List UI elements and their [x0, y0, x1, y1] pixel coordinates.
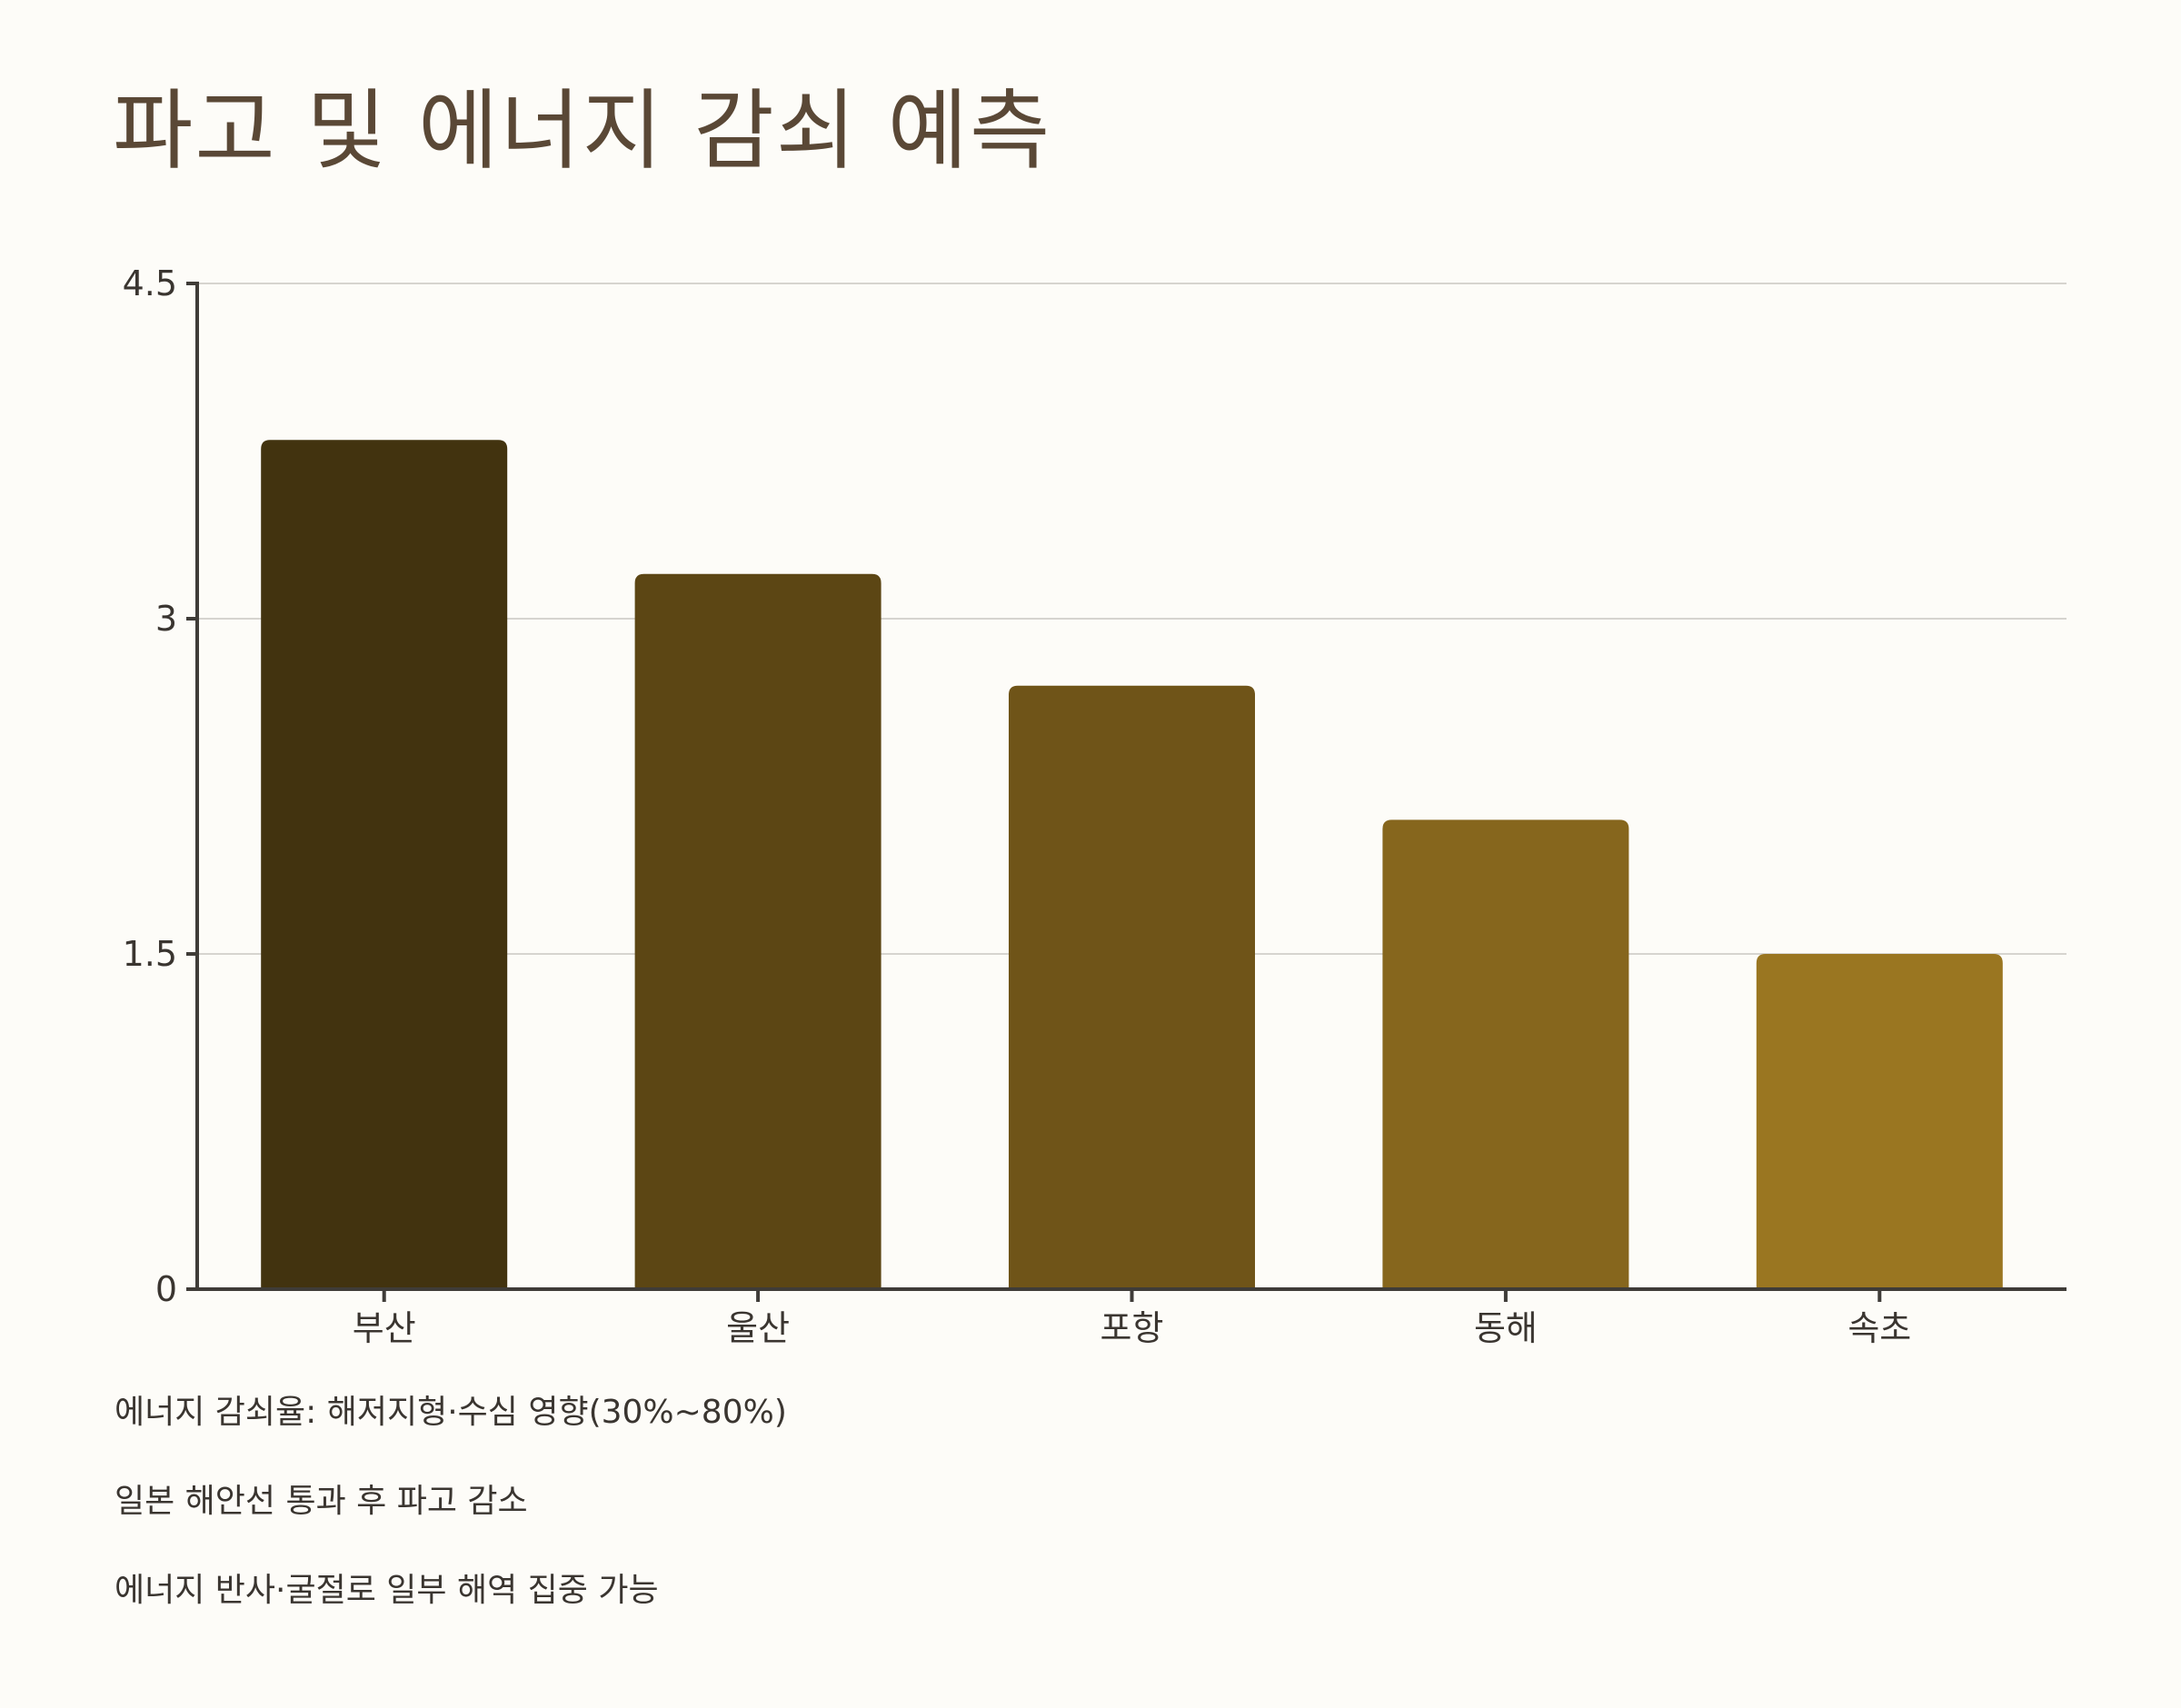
x-tick-label: 속초: [1847, 1308, 1911, 1348]
note-wave-reduction: 일본 해안선 통과 후 파고 감소: [115, 1483, 528, 1520]
y-tick-label: 0: [155, 1269, 177, 1309]
y-tick-label: 4.5: [123, 263, 177, 303]
bar-동해: [1382, 819, 1629, 1289]
x-tick-label: 부산: [353, 1308, 416, 1348]
note-energy-concentration: 에너지 반사·굴절로 일부 해역 집중 가능: [115, 1572, 659, 1609]
y-tick-label: 1.5: [123, 934, 177, 974]
note-energy-attenuation: 에너지 감쇠율: 해저지형·수심 영향(30%~80%): [115, 1394, 787, 1431]
x-tick-label: 포항: [1100, 1308, 1164, 1348]
x-tick-label: 울산: [726, 1308, 790, 1348]
x-tick-label: 동해: [1474, 1308, 1538, 1348]
axes: [186, 282, 2066, 1302]
tick-labels: 0 1.5 3 4.5 부산 울산 포항 동해 속초: [123, 263, 1912, 1348]
page-title: 파고 및 에너지 감쇠 예측: [113, 80, 1052, 182]
bar-울산: [634, 573, 881, 1289]
bar-부산: [261, 440, 508, 1289]
bars: [261, 440, 2003, 1289]
notes: 에너지 감쇠율: 해저지형·수심 영향(30%~80%) 일본 해안선 통과 후…: [115, 1392, 787, 1659]
y-tick-label: 3: [155, 599, 177, 639]
bar-chart: 0 1.5 3 4.5 부산 울산 포항 동해 속초: [123, 263, 2066, 1348]
bar-포항: [1009, 685, 1255, 1289]
bar-속초: [1756, 954, 2003, 1289]
